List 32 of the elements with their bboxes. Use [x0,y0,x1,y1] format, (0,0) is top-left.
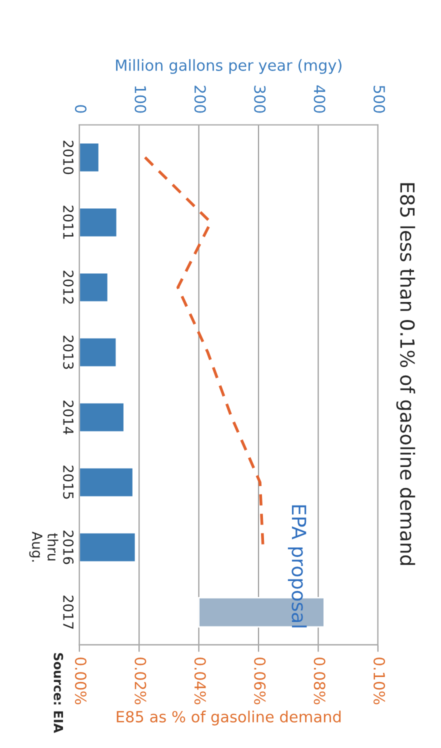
x2-tick-label: 0.08% [314,658,326,704]
text: E85 less than 0.1% of gasoline demand [396,183,416,565]
x2-tick-label: 0.04% [194,658,206,704]
x2-tick-label: 0.00% [74,658,87,704]
y-tick-label: 2016 thru Aug. [29,530,74,564]
y-tick-label: 2010 [63,140,74,174]
y-tick-label: 2015 [63,466,74,499]
x-tick-label: 0 [74,105,87,113]
x2-axis-title: E85 as % of gasoline demand [116,710,341,726]
x-tick-label: 200 [194,86,206,113]
x-axis-title: Million gallons per year (mgy) [116,59,342,74]
y-tick-label: 2017 [63,596,74,629]
source-note: Source: EIA [54,653,64,733]
annotation: EPA proposal [288,505,307,628]
x-tick-label: 400 [314,85,326,113]
x-tick-label: 500 [374,86,386,113]
bar [79,272,109,303]
bar [79,337,118,368]
bar [79,532,136,563]
x2-tick-label: 0.06% [254,658,266,704]
bar [79,402,125,433]
y-tick-label: 2012 [63,270,74,304]
y-tick-label: 2014 [63,400,74,434]
x-tick-label: 100 [134,86,146,113]
bar [79,207,118,238]
x2-tick-label: 0.10% [374,658,386,704]
x-tick-label: 300 [254,86,266,113]
x2-tick-label: 0.02% [134,658,146,704]
bar [79,142,100,173]
bar [79,467,134,498]
y-tick-label: 2013 [63,336,74,369]
y-tick-label: 2011 [63,206,74,239]
